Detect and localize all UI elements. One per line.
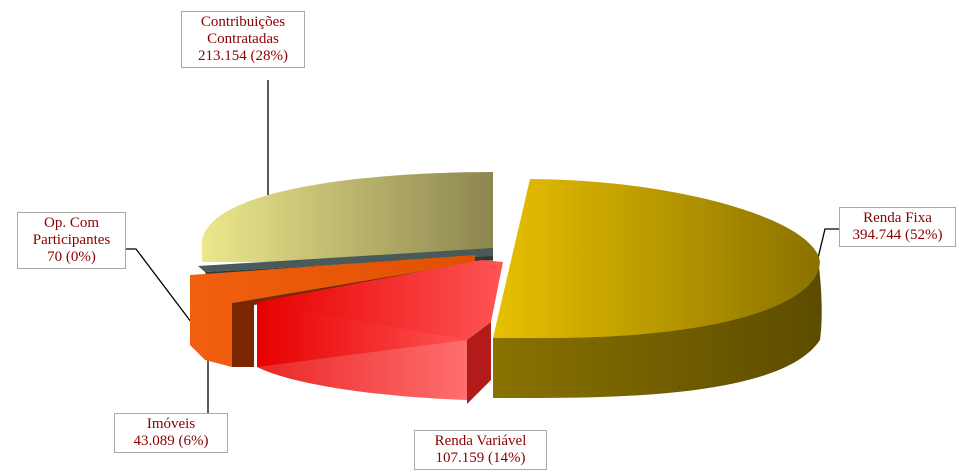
slice-label-renda_variavel: Renda Variável 107.159 (14%) xyxy=(414,430,547,470)
leader-line-renda_fixa xyxy=(817,228,839,259)
slice-contribuicoes_contratadas xyxy=(202,172,493,262)
leader-line-op_com_participantes xyxy=(126,248,211,348)
slice-imoveis xyxy=(190,255,475,367)
slice-label-contribuicoes_contratadas: Contribuições Contratadas 213.154 (28%) xyxy=(181,11,305,68)
leader-lines xyxy=(126,80,839,413)
slice-label-imoveis: Imóveis 43.089 (6%) xyxy=(114,413,228,453)
slice-renda_variavel xyxy=(257,260,503,404)
slice-label-renda_fixa: Renda Fixa 394.744 (52%) xyxy=(839,207,956,247)
slice-renda_fixa xyxy=(493,179,822,398)
slice-label-op_com_participantes: Op. Com Participantes 70 (0%) xyxy=(17,212,126,269)
